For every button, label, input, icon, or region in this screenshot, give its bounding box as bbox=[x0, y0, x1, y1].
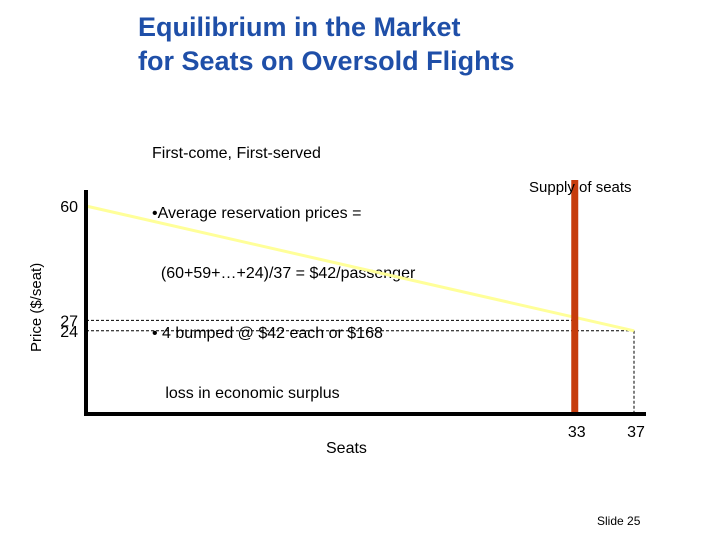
title-line-2: for Seats on Oversold Flights bbox=[138, 46, 515, 76]
explanation-note: First-come, First-served •Average reserv… bbox=[152, 104, 415, 424]
demand-line bbox=[85, 204, 635, 333]
note-line-3: (60+59+…+24)/37 = $42/passenger bbox=[152, 265, 416, 282]
y-tick-label-24: 24 bbox=[60, 324, 78, 341]
y-tick-label-60: 60 bbox=[60, 199, 78, 216]
y-tick-label-27: 27 bbox=[60, 313, 78, 330]
x-tick-label-37: 37 bbox=[627, 424, 645, 441]
note-line-5: loss in economic surplus bbox=[152, 385, 340, 402]
x-axis-label: Seats bbox=[326, 440, 367, 457]
note-line-2: •Average reservation prices = bbox=[152, 205, 362, 222]
y-axis-label: Price ($/seat) bbox=[28, 262, 45, 352]
slide-title: Equilibrium in the Market for Seats on O… bbox=[138, 10, 515, 78]
x-tick-label-33: 33 bbox=[568, 424, 586, 441]
note-line-4: • 4 bumped @ $42 each or $168 bbox=[152, 325, 383, 342]
slide-number: Slide 25 bbox=[597, 514, 641, 528]
title-line-1: Equilibrium in the Market bbox=[138, 12, 461, 42]
note-line-1: First-come, First-served bbox=[152, 145, 321, 162]
supply-label: Supply of seats bbox=[529, 179, 632, 196]
